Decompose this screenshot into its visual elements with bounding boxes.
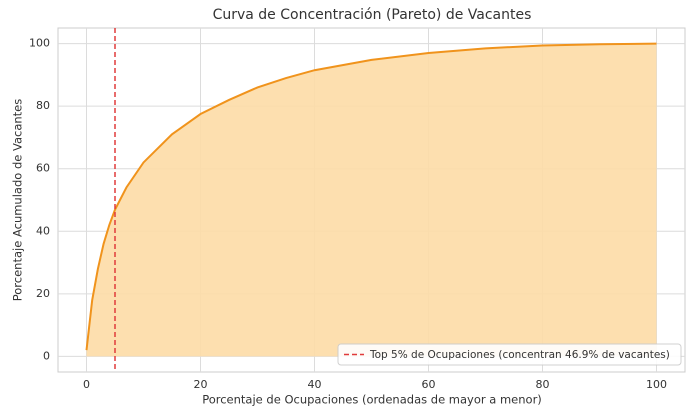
x-tick-label: 0: [83, 378, 90, 391]
x-tick-label: 60: [422, 378, 436, 391]
y-tick-label: 80: [36, 99, 50, 112]
y-tick-label: 20: [36, 287, 50, 300]
area: [86, 43, 657, 357]
y-tick-label: 0: [43, 349, 50, 362]
y-tick-label: 40: [36, 224, 50, 237]
x-tick-label: 20: [194, 378, 208, 391]
x-tick-label: 100: [646, 378, 667, 391]
y-tick-label: 100: [29, 37, 50, 50]
chart-title: Curva de Concentración (Pareto) de Vacan…: [213, 7, 532, 23]
line: [85, 42, 657, 351]
y-tick-label: 60: [36, 162, 50, 175]
x-tick-label: 40: [308, 378, 322, 391]
x-tick-label: 80: [536, 378, 550, 391]
y-axis-label: Porcentaje Acumulado de Vacantes: [11, 99, 25, 302]
x-axis-label: Porcentaje de Ocupaciones (ordenadas de …: [202, 393, 542, 407]
legend-box: [337, 343, 682, 366]
legend-label: Top 5% de Ocupaciones (concentran 46.9% …: [369, 349, 670, 361]
